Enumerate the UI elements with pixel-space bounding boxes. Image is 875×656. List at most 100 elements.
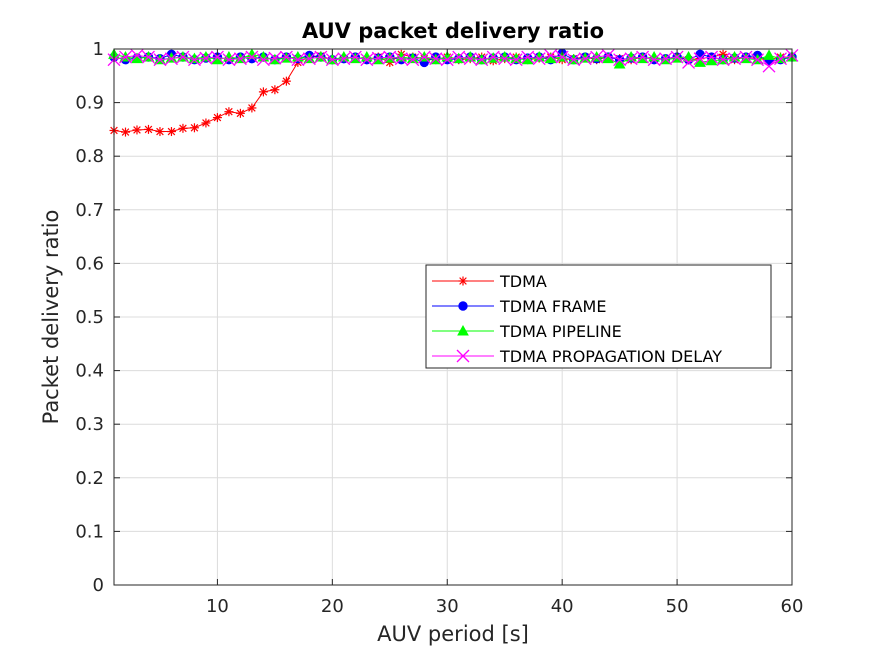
data-point-tdma-pipeline <box>510 52 523 64</box>
y-tick-label: 0.5 <box>75 307 104 328</box>
legend-marker <box>458 276 468 286</box>
data-point-tdma-propagation-delay <box>567 53 581 67</box>
data-point-tdma-propagation-delay <box>624 52 638 66</box>
data-point-tdma <box>189 123 199 133</box>
x-tick-label: 30 <box>436 596 459 617</box>
y-tick-label: 0.7 <box>75 200 104 221</box>
data-point-tdma-propagation-delay <box>406 53 420 67</box>
data-point-tdma <box>258 87 268 97</box>
x-axis-label: AUV period [s] <box>377 622 529 646</box>
data-point-tdma-propagation-delay <box>394 52 408 66</box>
data-point-tdma-propagation-delay <box>452 50 466 64</box>
data-point-tdma-propagation-delay <box>509 53 523 67</box>
data-point-tdma <box>132 125 142 135</box>
data-point-tdma-propagation-delay <box>705 50 719 64</box>
data-point-tdma-propagation-delay <box>256 53 270 67</box>
y-tick-label: 0.9 <box>75 93 104 114</box>
data-point-tdma-propagation-delay <box>486 50 500 64</box>
y-tick-label: 0 <box>93 575 104 596</box>
data-point-tdma <box>235 108 245 118</box>
legend-label: TDMA PROPAGATION DELAY <box>499 347 722 366</box>
data-point-tdma-propagation-delay <box>659 52 673 66</box>
y-tick-label: 1 <box>93 39 104 60</box>
legend-marker <box>458 301 468 311</box>
legend-entry-tdma: TDMA <box>432 272 547 291</box>
data-point-tdma-propagation-delay <box>314 50 328 64</box>
x-tick-label: 60 <box>781 596 804 617</box>
legend-label: TDMA PIPELINE <box>499 322 622 341</box>
y-axis-label: Packet delivery ratio <box>39 210 63 425</box>
x-tick-label: 50 <box>666 596 689 617</box>
data-point-tdma-propagation-delay <box>130 48 144 62</box>
y-tick-label: 0.3 <box>75 414 104 435</box>
data-point-tdma-propagation-delay <box>279 50 293 64</box>
data-point-tdma <box>247 103 257 113</box>
data-point-tdma-propagation-delay <box>302 52 316 66</box>
data-point-tdma-propagation-delay <box>693 52 707 66</box>
data-point-tdma-propagation-delay <box>716 53 730 67</box>
data-point-tdma <box>166 127 176 137</box>
data-point-tdma <box>281 76 291 86</box>
data-point-tdma-propagation-delay <box>636 50 650 64</box>
data-point-tdma-propagation-delay <box>440 53 454 67</box>
legend-label: TDMA FRAME <box>499 297 606 316</box>
series-line-tdma-propagation-delay <box>113 54 793 67</box>
data-point-tdma-propagation-delay <box>417 50 431 64</box>
data-point-tdma-propagation-delay <box>371 51 385 65</box>
data-point-tdma-propagation-delay <box>142 50 155 64</box>
data-point-tdma <box>224 107 234 117</box>
data-point-tdma <box>212 113 222 123</box>
data-point-tdma-propagation-delay <box>751 53 764 67</box>
data-point-tdma-pipeline <box>682 51 695 62</box>
data-point-tdma-pipeline <box>165 52 178 63</box>
legend-marker <box>457 324 469 336</box>
y-tick-label: 0.6 <box>75 253 104 274</box>
data-point-tdma-propagation-delay <box>544 48 558 62</box>
data-point-tdma-propagation-delay <box>291 53 305 67</box>
legend: TDMA TDMA FRAME TDMA PIPELINE TDMA PROPAGAT… <box>425 264 772 369</box>
data-point-tdma-propagation-delay <box>429 52 443 66</box>
data-point-tdma-propagation-delay <box>164 52 178 66</box>
y-tick-label: 0.8 <box>75 146 104 167</box>
data-point-tdma-propagation-delay <box>210 50 224 64</box>
data-point-tdma-propagation-delay <box>555 50 569 64</box>
data-point-tdma-propagation-delay <box>245 50 259 64</box>
x-tick-label: 10 <box>206 596 229 617</box>
y-tick-label: 0.2 <box>75 468 104 489</box>
data-point-tdma-propagation-delay <box>590 50 604 64</box>
data-point-tdma-propagation-delay <box>153 53 167 67</box>
chart-title: AUV packet delivery ratio <box>302 19 604 43</box>
data-point-tdma-propagation-delay <box>325 53 339 67</box>
data-point-tdma-propagation-delay <box>647 53 661 67</box>
data-point-tdma <box>270 85 280 95</box>
data-point-tdma-propagation-delay <box>187 53 201 67</box>
data-point-tdma-pipeline <box>188 52 201 64</box>
x-tick-label: 20 <box>321 596 344 617</box>
data-point-tdma-pipeline <box>763 49 775 60</box>
data-point-tdma-pipeline <box>579 52 592 63</box>
data-point-tdma-propagation-delay <box>348 50 362 64</box>
legend-label: TDMA <box>499 272 547 291</box>
data-point-tdma-propagation-delay <box>475 53 489 67</box>
data-point-tdma-propagation-delay <box>233 52 247 66</box>
legend-box <box>425 264 772 369</box>
y-tick-label: 0.1 <box>75 521 104 542</box>
data-point-tdma-propagation-delay <box>498 52 512 66</box>
data-point-tdma-propagation-delay <box>774 52 787 66</box>
data-point-tdma-propagation-delay <box>383 50 397 64</box>
legend-entry-tdma-pipeline: TDMA PIPELINE <box>432 322 622 341</box>
axis-ticks: 10 20 30 40 50 60 0 0.1 0.2 0.3 0.4 0.5 0.6 0.7 0.8 0.9… <box>75 39 803 617</box>
data-point-tdma-propagation-delay <box>670 50 684 64</box>
data-point-tdma-propagation-delay <box>268 51 282 65</box>
data-point-tdma-propagation-delay <box>463 52 477 66</box>
data-point-tdma-propagation-delay <box>601 48 615 62</box>
data-point-tdma-propagation-delay <box>360 53 374 67</box>
legend-marker <box>456 349 470 363</box>
x-tick-label: 40 <box>551 596 574 617</box>
data-point-tdma <box>155 127 165 137</box>
data-point-tdma <box>120 127 130 137</box>
data-point-tdma-propagation-delay <box>739 50 753 64</box>
data-point-tdma-pipeline <box>613 57 626 69</box>
legend-entry-tdma-propagation-delay: TDMA PROPAGATION DELAY <box>432 347 722 366</box>
